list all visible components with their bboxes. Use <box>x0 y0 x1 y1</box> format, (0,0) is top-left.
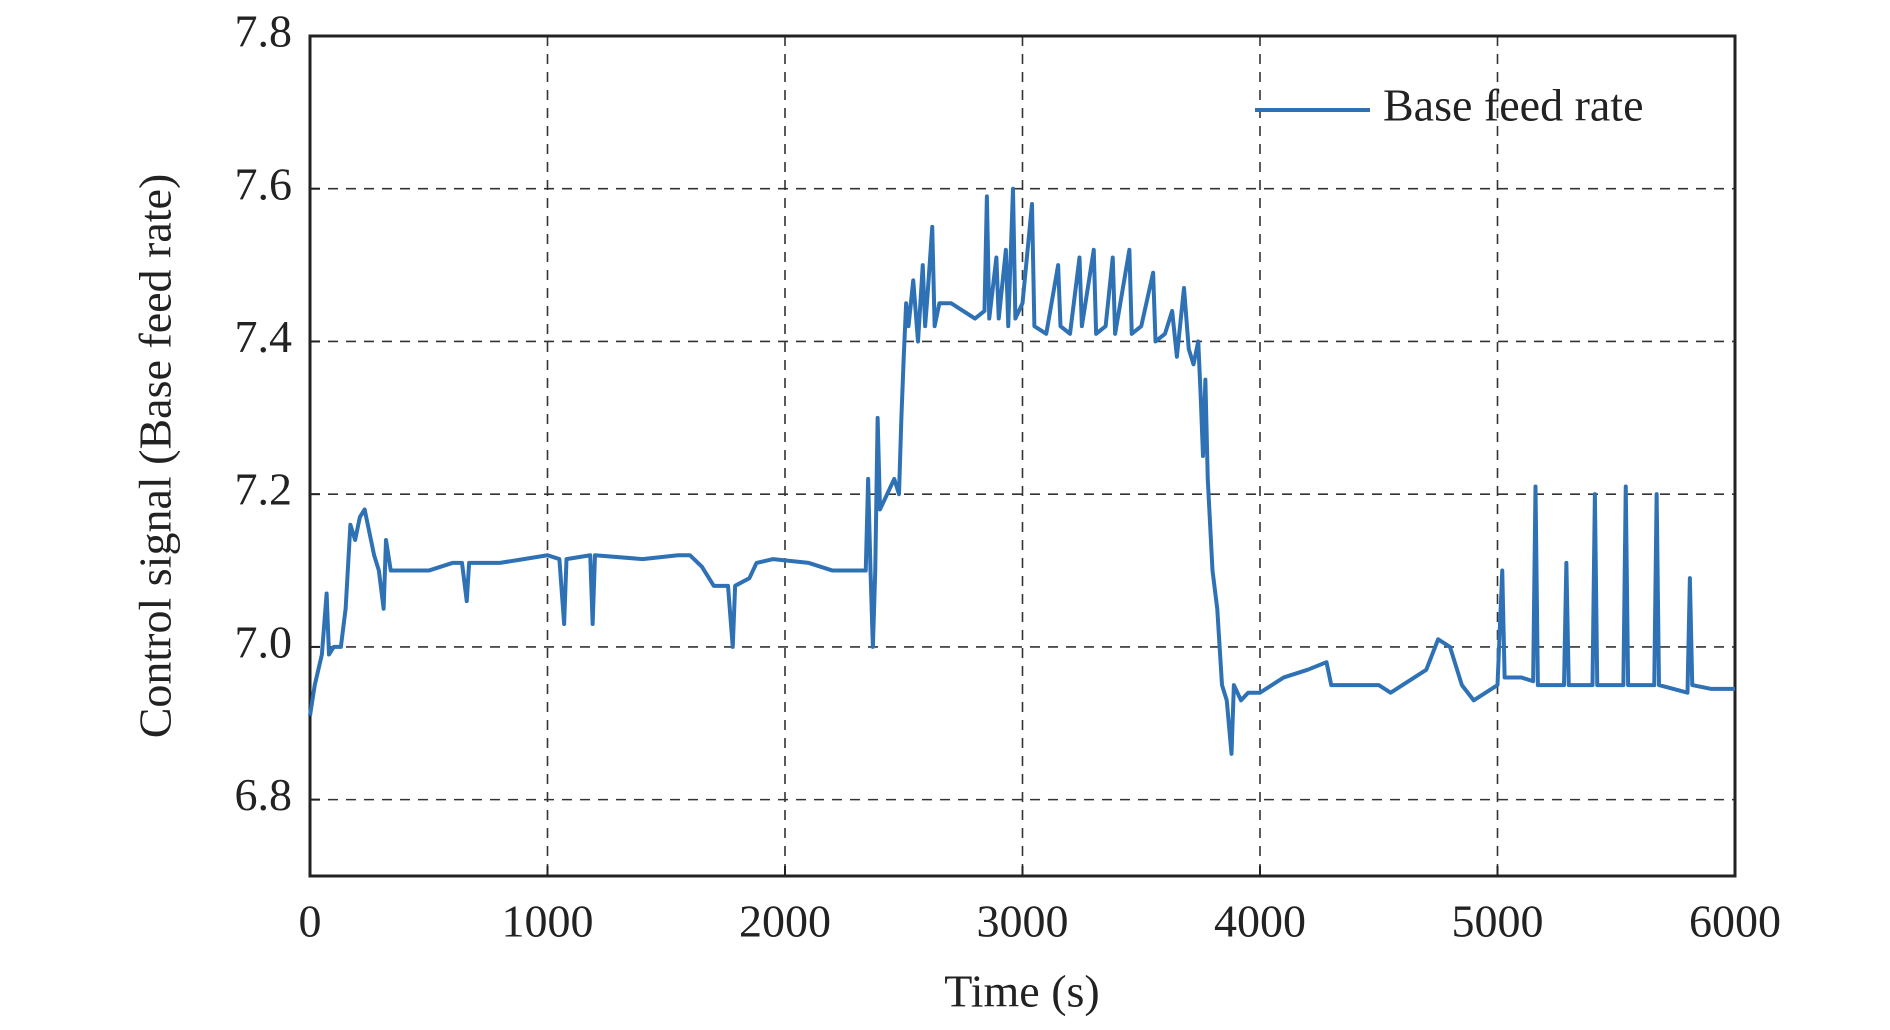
y-tick-label: 7.6 <box>235 158 293 209</box>
x-tick-label: 5000 <box>1452 896 1544 947</box>
legend-label: Base feed rate <box>1383 80 1644 131</box>
x-tick-label: 4000 <box>1214 896 1306 947</box>
data-line <box>308 186 1735 756</box>
y-tick-label: 6.8 <box>235 769 293 820</box>
x-tick-label: 1000 <box>502 896 594 947</box>
plot-frame <box>308 34 1737 878</box>
y-tick-label: 7.0 <box>235 616 293 667</box>
y-tick-label: 7.8 <box>235 6 293 57</box>
y-tick-label: 7.2 <box>235 464 293 515</box>
y-tick-label: 7.4 <box>235 311 293 362</box>
x-tick-label: 0 <box>299 896 322 947</box>
x-axis-label: Time (s) <box>944 966 1100 1017</box>
x-tick-label: 2000 <box>739 896 831 947</box>
x-tick-label: 6000 <box>1689 896 1781 947</box>
x-tick-label: 3000 <box>977 896 1069 947</box>
y-axis-label: Control signal (Base feed rate) <box>130 174 181 739</box>
